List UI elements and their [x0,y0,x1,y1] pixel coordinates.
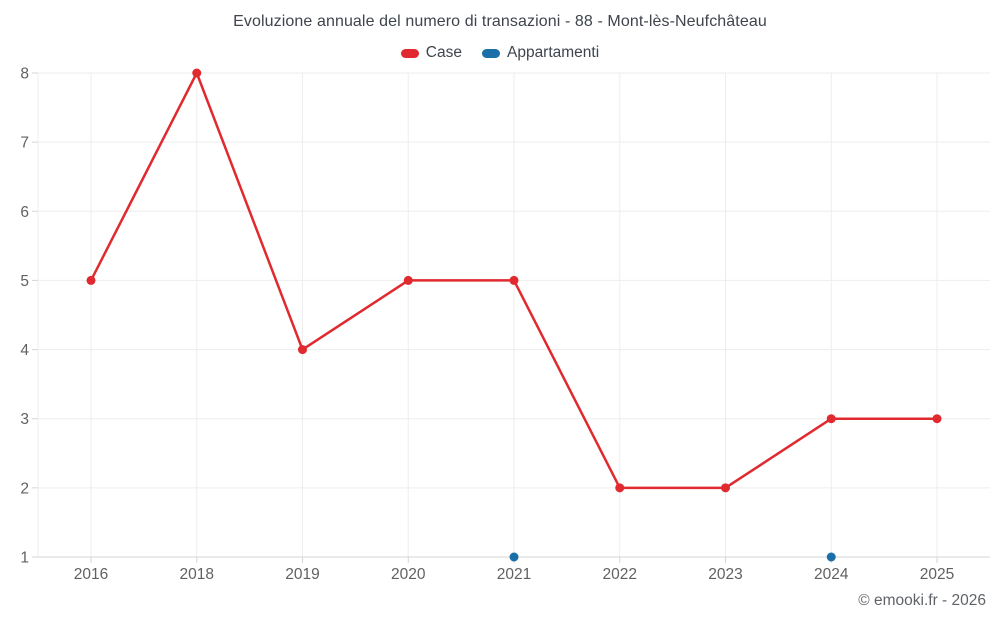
appartamenti-point-2024[interactable] [826,552,836,562]
x-axis-label: 2024 [814,566,849,583]
appartamenti-legend-swatch [481,48,500,58]
legend: Case Appartamenti [0,44,1000,62]
case-legend-label: Case [425,44,462,61]
legend-item-appartamenti[interactable]: Appartamenti [481,44,600,62]
appartamenti-point-2021[interactable] [509,552,519,562]
x-axis-label: 2018 [180,566,214,583]
y-axis-label: 4 [20,342,29,359]
case-point-2016[interactable] [86,275,96,285]
x-axis-label: 2016 [74,566,108,583]
case-point-2020[interactable] [403,275,413,285]
y-axis-label: 6 [20,204,29,221]
appartamenti-legend-label: Appartamenti [506,44,600,61]
x-axis-label: 2025 [920,566,954,583]
y-axis-label: 7 [20,135,29,152]
chart-title: Evoluzione annuale del numero di transaz… [233,13,767,30]
x-axis-label: 2022 [603,566,637,583]
x-axis-label: 2021 [497,566,531,583]
case-point-2022[interactable] [615,483,625,493]
case-point-2023[interactable] [721,483,730,493]
y-axis-label: 5 [20,273,29,290]
case-point-2018[interactable] [192,68,202,78]
case-point-2021[interactable] [509,275,519,285]
y-axis-label: 3 [20,411,29,428]
x-axis-label: 2023 [708,566,742,583]
x-axis-label: 2020 [391,566,426,583]
y-axis-label: 2 [20,480,29,497]
y-axis-label: 1 [20,550,29,567]
case-point-2024[interactable] [826,414,836,424]
credit-footer: © emooki.fr - 2026 [858,592,986,609]
legend-item-case[interactable]: Case [400,44,462,62]
case-point-2025[interactable] [932,414,942,424]
case-legend-swatch [400,48,419,58]
y-axis-label: 8 [20,66,29,83]
x-axis-label: 2019 [285,566,319,583]
case-point-2019[interactable] [298,345,307,355]
